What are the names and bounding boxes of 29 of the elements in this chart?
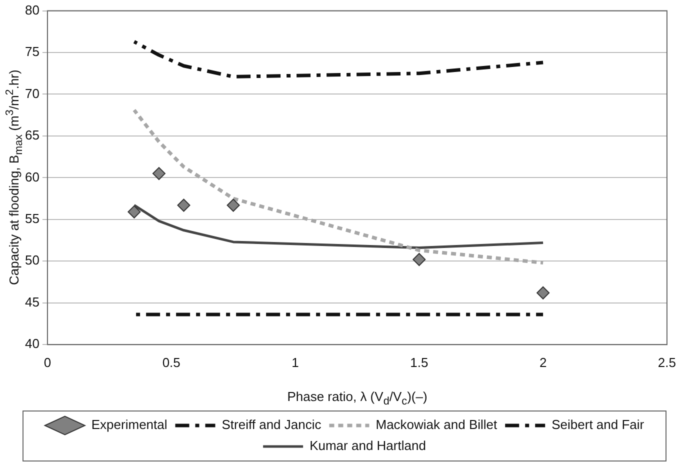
y-tick-label: 40	[24, 336, 40, 352]
x-tick-label: 1	[292, 354, 299, 370]
y-tick-label: 65	[24, 128, 40, 143]
y-tick-label: 55	[24, 211, 40, 226]
y-tick-label: 60	[24, 169, 40, 184]
line-series	[132, 40, 545, 78]
x-tick-label: 0.5	[162, 354, 180, 370]
point	[412, 252, 426, 266]
legend-label: Streiff and Jancic	[222, 417, 322, 432]
point	[128, 205, 141, 218]
legend-label: Seibert and Fair	[552, 417, 645, 432]
x-tick-label: 1.5	[410, 354, 428, 370]
x-axis-title: Phase ratio, λ (V$_{d}$/V$_{c}$)(–)	[287, 389, 428, 408]
point	[177, 198, 190, 212]
y-tick-label: 75	[24, 44, 40, 60]
x-tick-label: 2	[539, 354, 547, 370]
point	[536, 286, 550, 300]
legend-label: Kumar and Hartland	[310, 438, 426, 454]
x-tick-label: 2.5	[658, 354, 676, 370]
y-tick-label: 70	[24, 86, 40, 101]
y-tick-label: 50	[24, 252, 40, 268]
point	[226, 198, 240, 212]
y-tick-label: 45	[24, 294, 40, 310]
x-tick-label: 0	[44, 354, 52, 370]
point	[152, 167, 166, 180]
y-tick-label: 80	[24, 2, 40, 18]
legend-label: Experimental	[91, 417, 168, 432]
legend-label: Mackowiak and Billet	[376, 417, 498, 432]
line-series	[132, 108, 545, 265]
